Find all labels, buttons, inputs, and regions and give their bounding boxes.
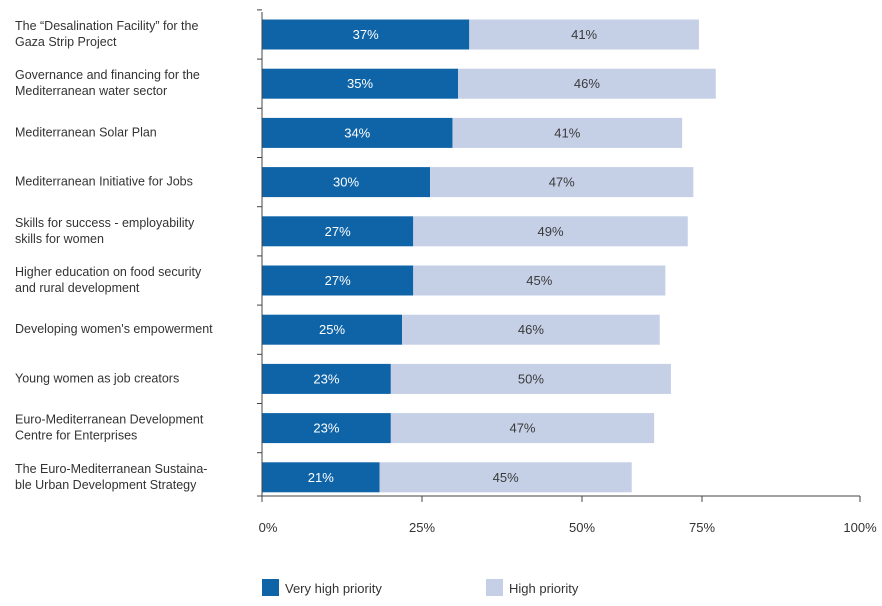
bar-high-priority xyxy=(413,265,666,296)
bar-very-high-priority xyxy=(262,68,459,99)
legend-swatch xyxy=(486,579,503,596)
legend-label: High priority xyxy=(509,581,579,596)
x-tick-label: 100% xyxy=(843,520,877,535)
category-label: Governance and financing for the Mediterr… xyxy=(15,68,200,98)
category-label: Mediterranean Initiative for Jobs xyxy=(15,175,193,189)
data-label-high: 47% xyxy=(549,175,575,190)
data-label-very-high: 23% xyxy=(313,421,339,436)
category-label-line: Centre for Enterprises xyxy=(15,429,137,443)
category-label-line: Young women as job creators xyxy=(15,371,179,385)
data-label-high: 45% xyxy=(526,273,552,288)
data-label-very-high: 34% xyxy=(344,125,370,140)
category-label: Young women as job creators xyxy=(15,371,179,385)
data-label-very-high: 27% xyxy=(325,224,351,239)
x-tick-label: 0% xyxy=(259,520,278,535)
category-label-line: Mediterranean water sector xyxy=(15,84,167,98)
bar-very-high-priority xyxy=(262,413,391,444)
category-label-line: Gaza Strip Project xyxy=(15,35,117,49)
data-label-high: 49% xyxy=(537,224,563,239)
category-label-line: Mediterranean Solar Plan xyxy=(15,125,157,139)
bar-high-priority xyxy=(402,314,660,345)
data-label-high: 41% xyxy=(571,27,597,42)
category-label-line: Skills for success - employability xyxy=(15,216,195,230)
category-label-line: Mediterranean Initiative for Jobs xyxy=(15,175,193,189)
category-label-line: ble Urban Development Strategy xyxy=(15,478,197,492)
data-label-very-high: 21% xyxy=(308,470,334,485)
data-label-high: 46% xyxy=(518,322,544,337)
x-tick-label: 50% xyxy=(569,520,595,535)
data-label-high: 46% xyxy=(574,76,600,91)
category-label-line: The Euro-Mediterranean Sustaina- xyxy=(15,462,207,476)
bar-high-priority xyxy=(469,19,699,50)
category-label-line: Developing women's empowerment xyxy=(15,322,213,336)
bar-very-high-priority xyxy=(262,265,414,296)
category-label: Higher education on food security and rur… xyxy=(15,265,202,295)
bar-high-priority xyxy=(430,167,694,198)
bar-very-high-priority xyxy=(262,167,431,198)
category-label: The Euro-Mediterranean Sustaina-ble Urba… xyxy=(15,462,207,492)
category-label-line: Euro-Mediterranean Development xyxy=(15,413,204,427)
category-label-line: Governance and financing for the xyxy=(15,68,200,82)
bar-very-high-priority xyxy=(262,363,391,394)
data-label-high: 45% xyxy=(493,470,519,485)
x-tick-label: 25% xyxy=(409,520,435,535)
category-label: Skills for success - employability skills… xyxy=(15,216,195,246)
bar-very-high-priority xyxy=(262,216,414,247)
data-label-very-high: 35% xyxy=(347,76,373,91)
data-label-very-high: 23% xyxy=(313,371,339,386)
bar-high-priority xyxy=(452,117,683,148)
data-label-high: 41% xyxy=(554,125,580,140)
data-label-high: 50% xyxy=(518,371,544,386)
data-label-very-high: 37% xyxy=(353,27,379,42)
data-label-high: 47% xyxy=(509,421,535,436)
bar-high-priority xyxy=(379,462,632,493)
category-label-line: and rural development xyxy=(15,281,140,295)
data-label-very-high: 27% xyxy=(325,273,351,288)
category-label: Developing women's empowerment xyxy=(15,322,213,336)
data-label-very-high: 25% xyxy=(319,322,345,337)
bar-very-high-priority xyxy=(262,314,403,345)
x-tick-label: 75% xyxy=(689,520,715,535)
bar-high-priority xyxy=(413,216,688,247)
legend-swatch xyxy=(262,579,279,596)
category-label-line: The “Desalination Facility” for the xyxy=(15,19,198,33)
category-label: Euro-Mediterranean Development Centre for… xyxy=(15,413,204,443)
legend-label: Very high priority xyxy=(285,581,382,596)
bar-very-high-priority xyxy=(262,117,453,148)
bar-very-high-priority xyxy=(262,19,470,50)
category-label: The “Desalination Facility” for the Gaza … xyxy=(15,19,198,49)
category-label: Mediterranean Solar Plan xyxy=(15,125,157,139)
category-label-line: skills for women xyxy=(15,232,104,246)
bar-high-priority xyxy=(390,413,655,444)
bar-high-priority xyxy=(390,363,671,394)
bar-very-high-priority xyxy=(262,462,380,493)
data-label-very-high: 30% xyxy=(333,175,359,190)
bar-high-priority xyxy=(458,68,716,99)
category-label-line: Higher education on food security xyxy=(15,265,202,279)
